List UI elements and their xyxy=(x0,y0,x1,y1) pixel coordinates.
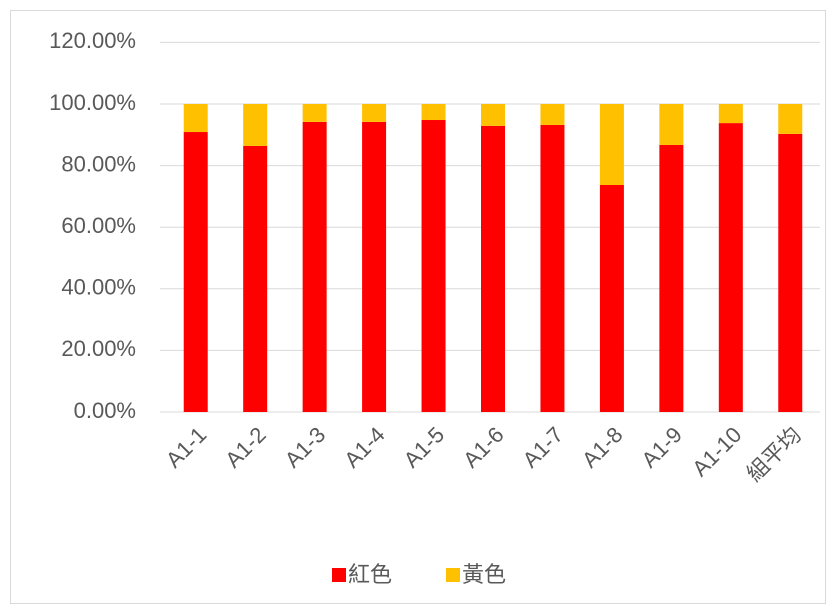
bar-segment xyxy=(659,144,684,413)
y-tick-label: 120.00% xyxy=(49,28,136,53)
bar-segment xyxy=(599,185,624,412)
bar-segment xyxy=(778,104,803,134)
legend-label: 紅色 xyxy=(348,562,392,587)
bar-segment xyxy=(718,104,743,124)
bar-segment xyxy=(183,104,208,133)
bar-segment xyxy=(183,132,208,412)
bar-segment xyxy=(540,124,565,412)
bar-segment xyxy=(718,123,743,412)
y-tick-label: 100.00% xyxy=(49,90,136,115)
bar-segment xyxy=(362,104,387,122)
bar-segment xyxy=(778,133,803,412)
y-tick-label: 60.00% xyxy=(61,213,136,238)
bar-segment xyxy=(540,104,565,125)
legend-label: 黃色 xyxy=(462,562,506,587)
bar-segment xyxy=(243,104,268,146)
chart-border xyxy=(10,10,826,604)
y-tick-label: 0.00% xyxy=(74,398,136,423)
bar-segment xyxy=(659,104,684,145)
y-tick-label: 80.00% xyxy=(61,151,136,176)
legend-swatch xyxy=(332,568,346,582)
bar-segment xyxy=(302,121,327,412)
bar-segment xyxy=(243,145,268,412)
bar-segment xyxy=(362,121,387,412)
bar-segment xyxy=(421,104,446,121)
legend-swatch xyxy=(446,568,460,582)
bar-segment xyxy=(481,104,505,126)
y-tick-label: 40.00% xyxy=(61,275,136,300)
bar-segment xyxy=(302,104,327,122)
bar-segment xyxy=(481,125,505,413)
bar-segment xyxy=(599,104,624,186)
y-tick-label: 20.00% xyxy=(61,336,136,361)
bar-segment xyxy=(421,120,446,413)
